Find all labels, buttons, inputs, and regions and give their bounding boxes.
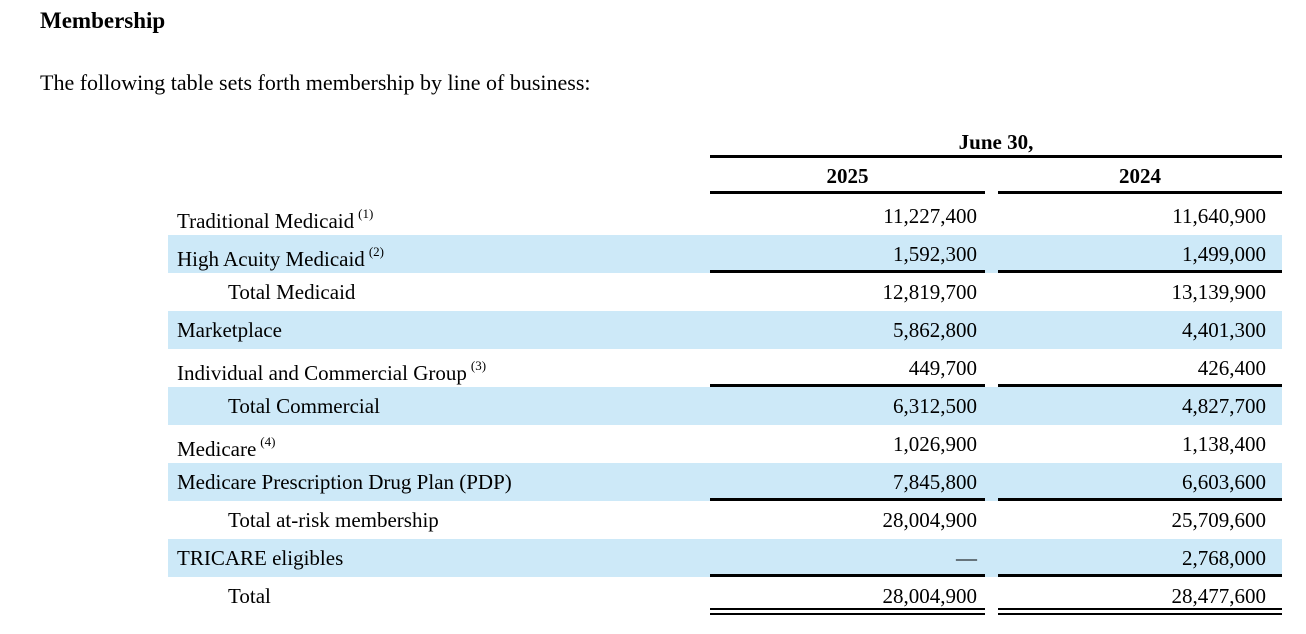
- value-2025: 11,227,400: [883, 204, 977, 228]
- row-label: Marketplace: [177, 318, 282, 342]
- table-row: Medicare (4) 1,026,900 1,138,400: [168, 425, 1282, 463]
- table-row: Individual and Commercial Group (3) 449,7…: [168, 349, 1282, 387]
- row-label-cell: Total Commercial: [168, 387, 710, 425]
- value-2025: 6,312,500: [710, 387, 985, 425]
- value-2025: 1,592,300: [710, 235, 985, 273]
- table-row: Marketplace 5,862,800 4,401,300: [168, 311, 1282, 349]
- column-gap: [985, 577, 998, 615]
- row-label-cell: Total Medicaid: [168, 273, 710, 311]
- row-label-cell: Total: [168, 577, 710, 615]
- footnote-marker: (4): [260, 434, 276, 449]
- value-2025: 28,004,900: [882, 508, 978, 532]
- row-label-cell: Medicare Prescription Drug Plan (PDP): [168, 463, 710, 501]
- column-gap: [985, 311, 998, 349]
- row-label-cell: TRICARE eligibles: [168, 539, 710, 577]
- label-column-spacer: [168, 130, 710, 158]
- column-gap: [985, 425, 998, 463]
- table-row: Medicare Prescription Drug Plan (PDP) 7,…: [168, 463, 1282, 501]
- value-2024: 28,477,600: [998, 577, 1282, 615]
- value-2025: 1,026,900: [893, 432, 977, 456]
- row-label: Total: [228, 584, 271, 608]
- value-2024: 4,401,300: [998, 311, 1282, 349]
- table-row: TRICARE eligibles — 2,768,000: [168, 539, 1282, 577]
- value-2024: 2,768,000: [998, 539, 1282, 577]
- table-date-header-row: June 30,: [168, 130, 1282, 158]
- value-2025: 12,819,700: [882, 280, 978, 304]
- value-2025: 449,700: [710, 349, 985, 387]
- row-label: Total Commercial: [228, 394, 380, 418]
- column-gap: [985, 273, 998, 311]
- row-label: Individual and Commercial Group: [177, 361, 467, 385]
- column-gap: [985, 463, 998, 501]
- column-gap: [985, 197, 998, 235]
- value-2024: 25,709,600: [1171, 508, 1267, 532]
- footnote-marker: (2): [368, 244, 384, 259]
- row-label-cell: Medicare (4): [168, 425, 710, 463]
- value-2025: 28,004,900: [710, 577, 985, 615]
- intro-text: The following table sets forth membershi…: [40, 70, 591, 95]
- row-label-cell: Traditional Medicaid (1): [168, 197, 710, 235]
- value-2025: —: [710, 539, 985, 577]
- date-header: June 30,: [710, 130, 1282, 158]
- row-label: Total at-risk membership: [228, 508, 439, 532]
- column-header-2024: 2024: [998, 158, 1282, 194]
- table-row: High Acuity Medicaid (2) 1,592,300 1,499,…: [168, 235, 1282, 273]
- value-2024: 11,640,900: [1172, 204, 1266, 228]
- footnote-marker: (3): [470, 358, 487, 373]
- column-gap: [985, 539, 998, 577]
- row-label-cell: Total at-risk membership: [168, 501, 710, 539]
- column-gap: [985, 349, 998, 387]
- value-2024: 13,139,900: [1171, 280, 1267, 304]
- value-2025: 7,845,800: [710, 463, 985, 501]
- value-2024: 6,603,600: [998, 463, 1282, 501]
- row-label: High Acuity Medicaid: [177, 247, 365, 271]
- value-2024: 1,138,400: [1182, 432, 1266, 456]
- row-label: Traditional Medicaid: [177, 209, 355, 233]
- table-row: Total at-risk membership 28,004,900 25,7…: [168, 501, 1282, 539]
- table-row: Traditional Medicaid (1) 11,227,400 11,64…: [168, 197, 1282, 235]
- table-year-header-row: 2025 2024: [168, 158, 1282, 194]
- value-2024: 4,827,700: [998, 387, 1282, 425]
- table-row: Total Commercial 6,312,500 4,827,700: [168, 387, 1282, 425]
- label-column-spacer: [168, 158, 710, 194]
- table-row: Total Medicaid 12,819,700 13,139,900: [168, 273, 1282, 311]
- column-gap: [985, 501, 998, 539]
- section-heading: Membership: [40, 8, 166, 33]
- membership-table: June 30, 2025 2024 Traditional Medicaid(…: [168, 130, 1282, 615]
- value-2025: 5,862,800: [710, 311, 985, 349]
- table-body: Traditional Medicaid (1) 11,227,400 11,64…: [168, 194, 1282, 615]
- row-label: Medicare: [177, 437, 257, 461]
- column-header-2025: 2025: [710, 158, 985, 194]
- footnote-marker: (1): [358, 206, 374, 221]
- value-2024: 426,400: [998, 349, 1282, 387]
- column-gap: [985, 235, 998, 273]
- column-gap: [985, 387, 998, 425]
- row-label-cell: Marketplace: [168, 311, 710, 349]
- column-gap: [985, 158, 998, 194]
- row-label: Medicare Prescription Drug Plan (PDP): [177, 470, 512, 494]
- row-label-cell: High Acuity Medicaid (2): [168, 235, 710, 273]
- row-label: TRICARE eligibles: [177, 546, 344, 570]
- table-row: Total 28,004,900 28,477,600: [168, 577, 1282, 615]
- row-label-cell: Individual and Commercial Group (3): [168, 349, 710, 387]
- row-label: Total Medicaid: [228, 280, 356, 304]
- value-2024: 1,499,000: [998, 235, 1282, 273]
